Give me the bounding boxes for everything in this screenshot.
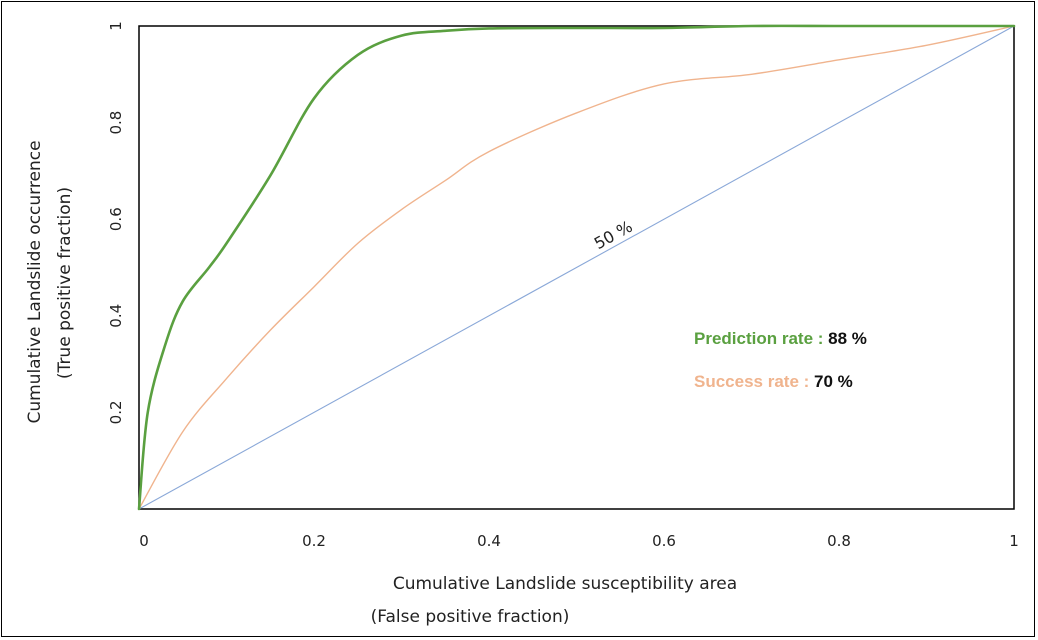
y-axis-title-line-1: Cumulative Landslide occurrence [25, 140, 45, 423]
success-rate-line [138, 25, 1015, 510]
legend-prediction-separator: : [813, 329, 828, 348]
diagonal-50-line [138, 25, 1015, 510]
legend-prediction-value: 88 % [828, 329, 867, 348]
legend: Prediction rate : 88 % Success rate : 70… [694, 329, 867, 391]
y-tick-labels: 0.2 0.4 0.6 0.8 1 [107, 21, 125, 424]
x-axis-title-line-1: Cumulative Landslide susceptibility area [393, 574, 737, 594]
legend-success-separator: : [799, 372, 814, 391]
y-tick-label: 0.4 [107, 304, 125, 328]
x-tick-label: 0.6 [652, 532, 676, 550]
x-tick-label: 0.2 [302, 532, 326, 550]
plot-area-border [138, 25, 1015, 510]
x-tick-label: 0.8 [827, 532, 851, 550]
x-axis-title-line-2: (False positive fraction) [371, 607, 570, 627]
x-tick-label: 0 [139, 532, 149, 550]
y-tick-label: 0.2 [107, 400, 125, 424]
legend-success-label: Success rate [694, 372, 799, 391]
legend-success-value: 70 % [814, 372, 853, 391]
x-tick-label: 1 [1009, 532, 1019, 550]
y-tick-label: 0.8 [107, 111, 125, 135]
x-tick-label: 0.4 [477, 532, 501, 550]
legend-prediction-rate: Prediction rate : 88 % [694, 329, 867, 348]
y-tick-label: 0.6 [107, 207, 125, 231]
y-axis-title-line-2: (True positive fraction) [55, 187, 75, 379]
series-lines [137, 24, 1016, 511]
y-tick-label: 1 [107, 21, 125, 31]
legend-prediction-label: Prediction rate [694, 329, 813, 348]
x-tick-labels: 0 0.2 0.4 0.6 0.8 1 [139, 532, 1019, 550]
prediction-rate-line [137, 24, 1016, 511]
legend-success-rate: Success rate : 70 % [694, 372, 853, 391]
